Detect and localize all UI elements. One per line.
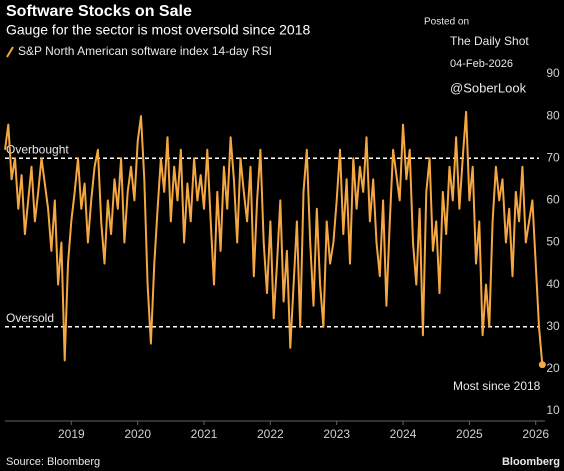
legend-label: S&P North American software index 14-day…	[18, 44, 272, 58]
y-tick-label: 50	[546, 235, 560, 249]
reference-label: Oversold	[6, 311, 54, 325]
x-tick-label: 2023	[323, 427, 350, 441]
legend-swatch	[6, 46, 14, 58]
annotation: Most since 2018	[453, 379, 541, 393]
watermark: Posted on	[424, 17, 469, 28]
x-tick-label: 2024	[390, 427, 417, 441]
chart-subtitle: Gauge for the sector is most oversold si…	[6, 22, 310, 38]
y-tick-label: 70	[546, 150, 560, 164]
brand: Bloomberg	[502, 456, 560, 468]
reference-label: Overbought	[6, 142, 69, 156]
line	[4, 110, 544, 365]
y-tick-label: 60	[546, 193, 560, 207]
watermark: The Daily Shot	[450, 34, 529, 48]
watermark: @SoberLook	[450, 80, 527, 95]
x-tick-label: 2022	[257, 427, 284, 441]
x-tick-label: 2019	[58, 427, 85, 441]
x-tick-label: 2026	[522, 427, 549, 441]
chart-title: Software Stocks on Sale	[6, 3, 192, 20]
y-tick-label: 10	[546, 403, 560, 417]
x-tick-label: 2020	[124, 427, 151, 441]
y-tick-label: 30	[546, 319, 560, 333]
source: Source: Bloomberg	[6, 456, 100, 468]
x-tick-label: 2025	[456, 427, 483, 441]
end-marker	[538, 361, 546, 369]
y-tick-label: 20	[546, 361, 560, 375]
y-tick-label: 90	[546, 66, 560, 80]
y-tick-label: 80	[546, 108, 560, 122]
y-tick-label: 40	[546, 277, 560, 291]
x-tick-label: 2021	[191, 427, 218, 441]
watermark: 04-Feb-2026	[450, 58, 513, 70]
